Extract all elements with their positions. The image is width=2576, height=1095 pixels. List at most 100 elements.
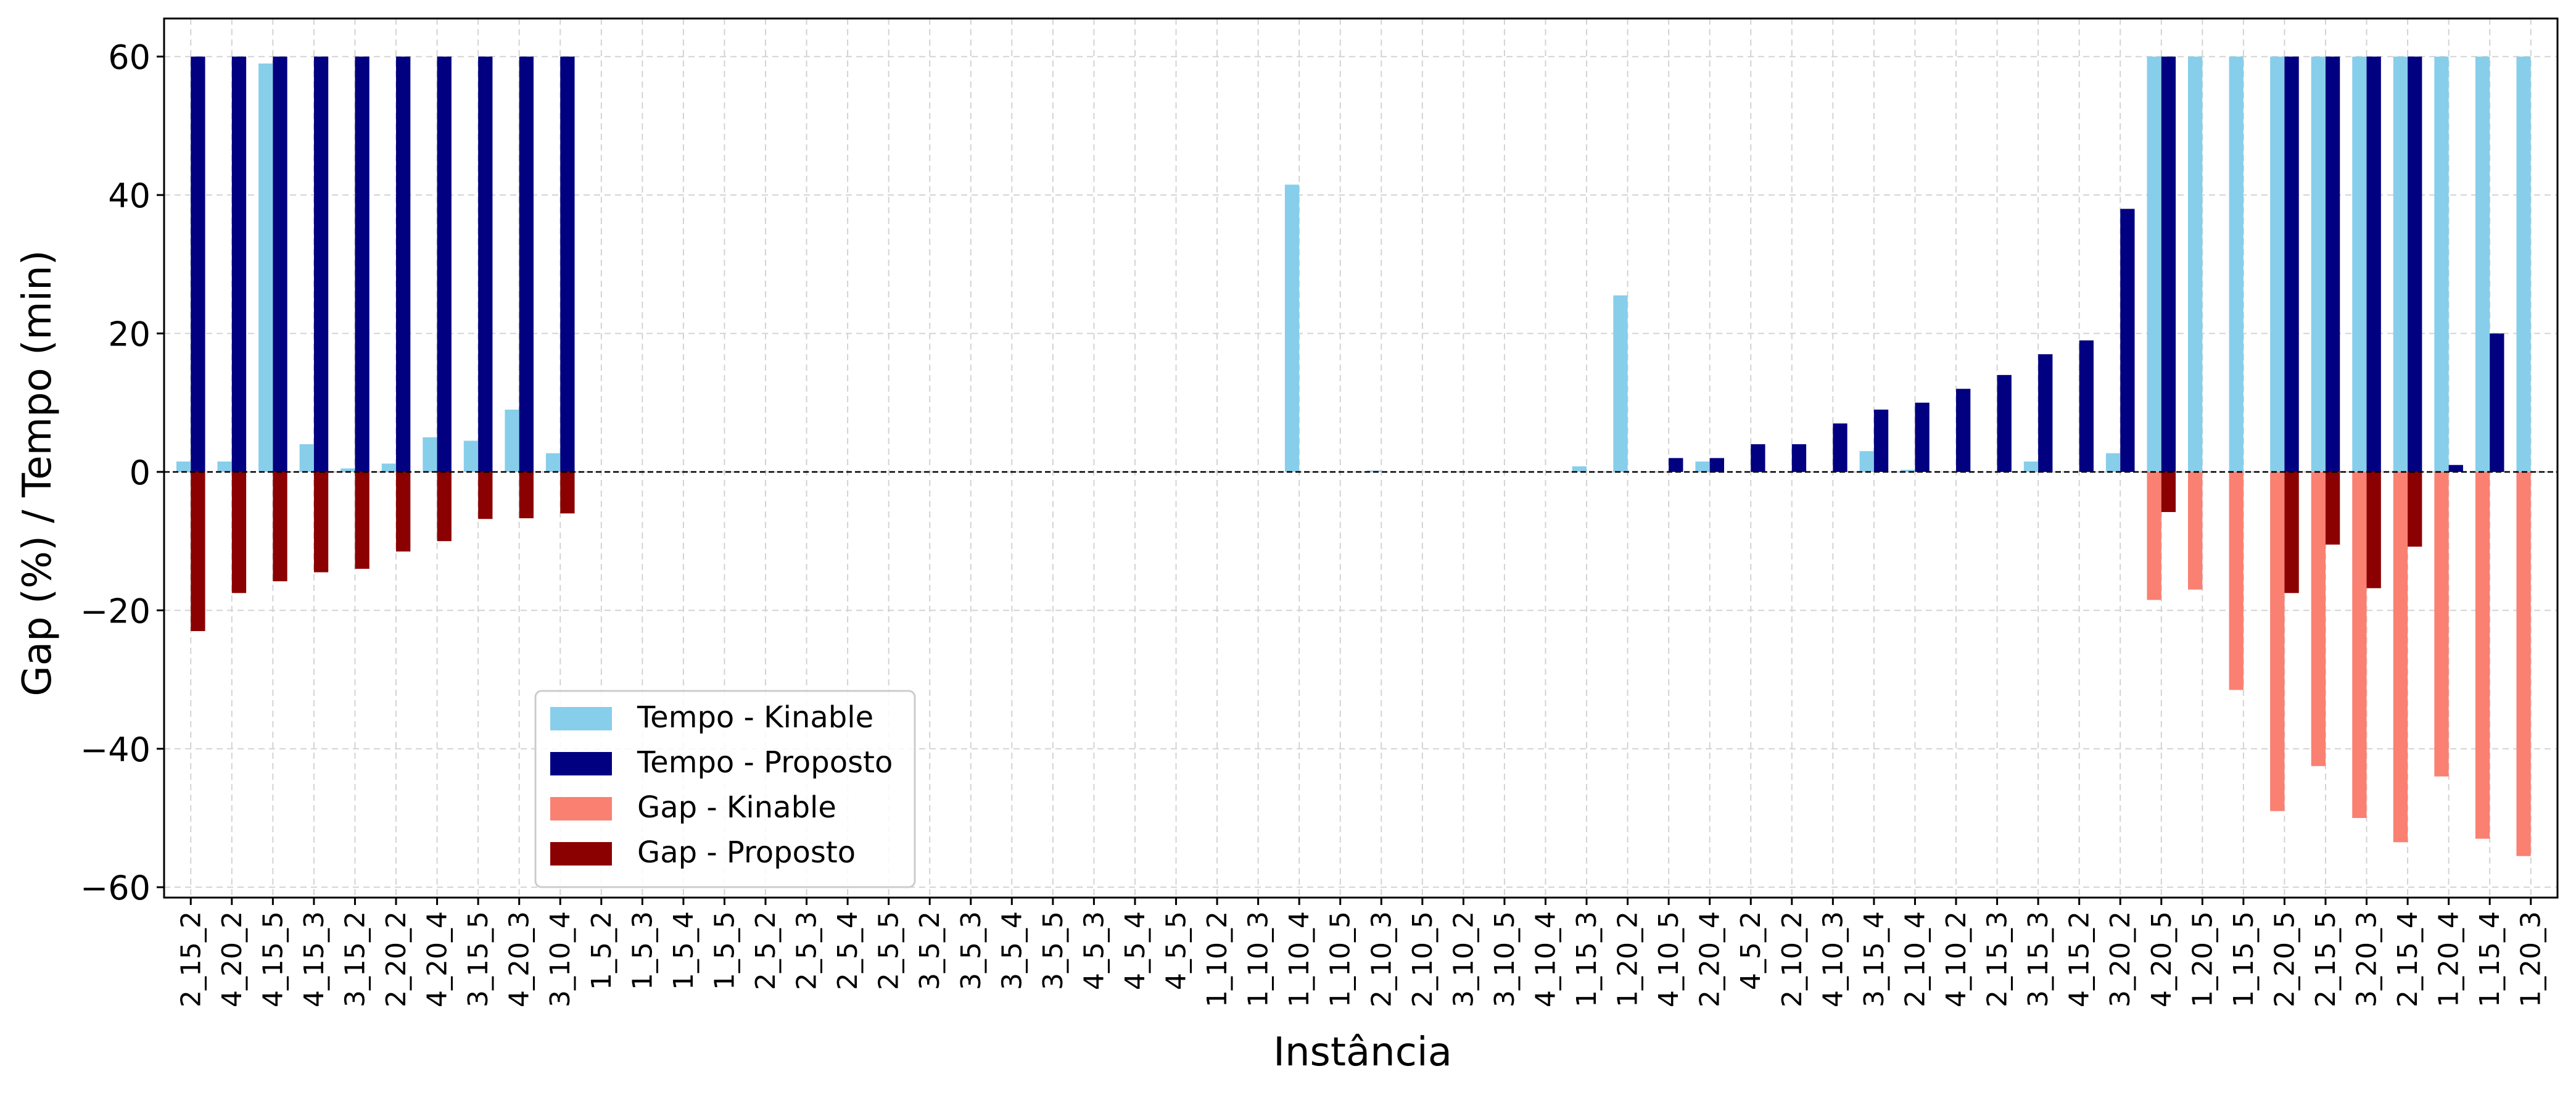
bar-gap-kinable — [2270, 471, 2285, 811]
bar-gap-proposto — [231, 471, 247, 593]
bar-tempo-kinable — [2516, 56, 2531, 472]
bar-gap-kinable — [2516, 471, 2531, 856]
bar-tempo-proposto — [231, 56, 247, 472]
bar-tempo-proposto — [1709, 458, 1724, 472]
x-tick-label: 2_20_5 — [2269, 911, 2300, 1007]
x-tick-label: 3_15_4 — [1859, 911, 1890, 1007]
bar-tempo-kinable — [545, 453, 561, 472]
x-tick-label: 2_5_5 — [873, 911, 905, 990]
y-tick-label: −60 — [80, 869, 151, 907]
legend-swatch — [550, 797, 612, 820]
bar-tempo-kinable — [176, 461, 191, 472]
bar-tempo-proposto — [2408, 56, 2422, 472]
x-tick-label: 4_5_2 — [1735, 911, 1767, 990]
y-tick-label: 60 — [108, 38, 151, 77]
bar-tempo-kinable — [2393, 56, 2408, 472]
bar-tempo-kinable — [505, 409, 519, 472]
legend-swatch — [550, 842, 612, 866]
x-tick-label: 1_5_2 — [586, 911, 617, 990]
y-tick-label: −40 — [80, 730, 151, 769]
bar-tempo-kinable — [2475, 56, 2490, 472]
x-tick-label: 4_5_4 — [1120, 911, 1151, 990]
bar-tempo-kinable — [2311, 56, 2326, 472]
x-tick-label: 3_5_3 — [956, 911, 987, 990]
bar-tempo-proposto — [560, 56, 575, 472]
x-tick-label: 4_15_5 — [257, 911, 289, 1007]
x-tick-label: 3_5_4 — [996, 911, 1028, 990]
x-tick-label: 3_20_3 — [2351, 911, 2383, 1007]
x-tick-label: 4_10_2 — [1941, 911, 1972, 1007]
x-tick-label: 3_20_2 — [2105, 911, 2136, 1007]
bar-tempo-kinable — [1284, 184, 1300, 472]
bar-tempo-proposto — [1751, 444, 1765, 472]
bar-tempo-proposto — [355, 56, 369, 472]
x-tick-label: 2_10_5 — [1407, 911, 1439, 1007]
x-tick-label: 3_5_2 — [914, 911, 946, 990]
x-tick-label: 1_20_5 — [2187, 911, 2218, 1007]
bar-tempo-kinable — [299, 444, 314, 472]
legend-box — [534, 690, 916, 888]
y-axis-label: Gap (%) / Tempo (min) — [15, 250, 60, 696]
x-axis-label: Instância — [1273, 1030, 1452, 1075]
bar-gap-proposto — [2325, 471, 2340, 545]
x-tick-label: 1_10_5 — [1325, 911, 1356, 1007]
legend-swatch — [550, 707, 612, 730]
bar-tempo-proposto — [1791, 444, 1807, 472]
plot-frame — [163, 17, 2559, 899]
x-tick-label: 2_10_2 — [1777, 911, 1808, 1007]
bar-tempo-kinable — [2147, 56, 2161, 472]
x-tick-label: 2_20_2 — [381, 911, 412, 1007]
bar-gap-proposto — [355, 471, 369, 569]
bar-tempo-proposto — [437, 56, 452, 472]
bar-tempo-proposto — [2284, 56, 2299, 472]
bar-gap-kinable — [2352, 471, 2367, 818]
bar-tempo-proposto — [2490, 333, 2504, 472]
x-tick-label: 1_15_4 — [2474, 911, 2506, 1007]
bar-tempo-kinable — [423, 437, 437, 472]
legend-label: Tempo - Kinable — [637, 700, 873, 735]
x-tick-label: 2_5_2 — [750, 911, 782, 990]
bar-gap-proposto — [2284, 471, 2299, 593]
x-tick-label: 1_20_2 — [1612, 911, 1644, 1007]
x-tick-label: 4_10_4 — [1530, 911, 1561, 1007]
legend-label: Gap - Kinable — [637, 790, 836, 825]
legend-label: Gap - Proposto — [637, 835, 856, 870]
bar-tempo-proposto — [2448, 465, 2463, 472]
bar-tempo-proposto — [2366, 56, 2381, 472]
bar-gap-kinable — [2188, 471, 2203, 590]
bar-gap-kinable — [2434, 471, 2449, 777]
x-tick-label: 3_10_5 — [1489, 911, 1521, 1007]
bar-gap-proposto — [437, 471, 452, 542]
bar-gap-kinable — [2147, 471, 2161, 600]
bar-tempo-proposto — [1873, 409, 1889, 472]
x-tick-label: 1_5_5 — [709, 911, 740, 990]
bar-tempo-proposto — [396, 56, 411, 472]
x-tick-label: 4_20_3 — [504, 911, 535, 1007]
x-tick-label: 1_20_4 — [2434, 911, 2465, 1007]
bar-tempo-proposto — [273, 56, 287, 472]
x-tick-label: 2_20_4 — [1695, 911, 1726, 1007]
x-tick-label: 4_10_5 — [1653, 911, 1685, 1007]
bar-tempo-kinable — [2270, 56, 2285, 472]
x-tick-label: 3_10_4 — [545, 911, 576, 1007]
x-tick-label: 2_15_2 — [175, 911, 207, 1007]
x-tick-label: 2_5_4 — [832, 911, 864, 990]
bar-gap-proposto — [273, 471, 287, 582]
bar-tempo-kinable — [1901, 469, 1915, 472]
y-tick-label: 0 — [130, 453, 151, 492]
x-tick-label: 1_5_4 — [668, 911, 700, 990]
bar-tempo-proposto — [478, 56, 493, 472]
bar-tempo-kinable — [381, 463, 397, 472]
x-tick-label: 1_15_3 — [1571, 911, 1603, 1007]
x-tick-label: 2_15_5 — [2310, 911, 2342, 1007]
x-tick-label: 1_20_3 — [2516, 911, 2547, 1007]
x-tick-label: 4_5_3 — [1078, 911, 1110, 990]
x-tick-label: 4_20_2 — [217, 911, 248, 1007]
x-tick-label: 4_15_3 — [299, 911, 330, 1007]
x-tick-label: 1_10_2 — [1202, 911, 1233, 1007]
x-tick-label: 4_20_5 — [2146, 911, 2178, 1007]
bar-gap-proposto — [2161, 471, 2176, 513]
x-tick-label: 4_15_2 — [2064, 911, 2095, 1007]
bar-tempo-proposto — [1956, 389, 1971, 472]
bar-tempo-kinable — [2105, 453, 2121, 472]
